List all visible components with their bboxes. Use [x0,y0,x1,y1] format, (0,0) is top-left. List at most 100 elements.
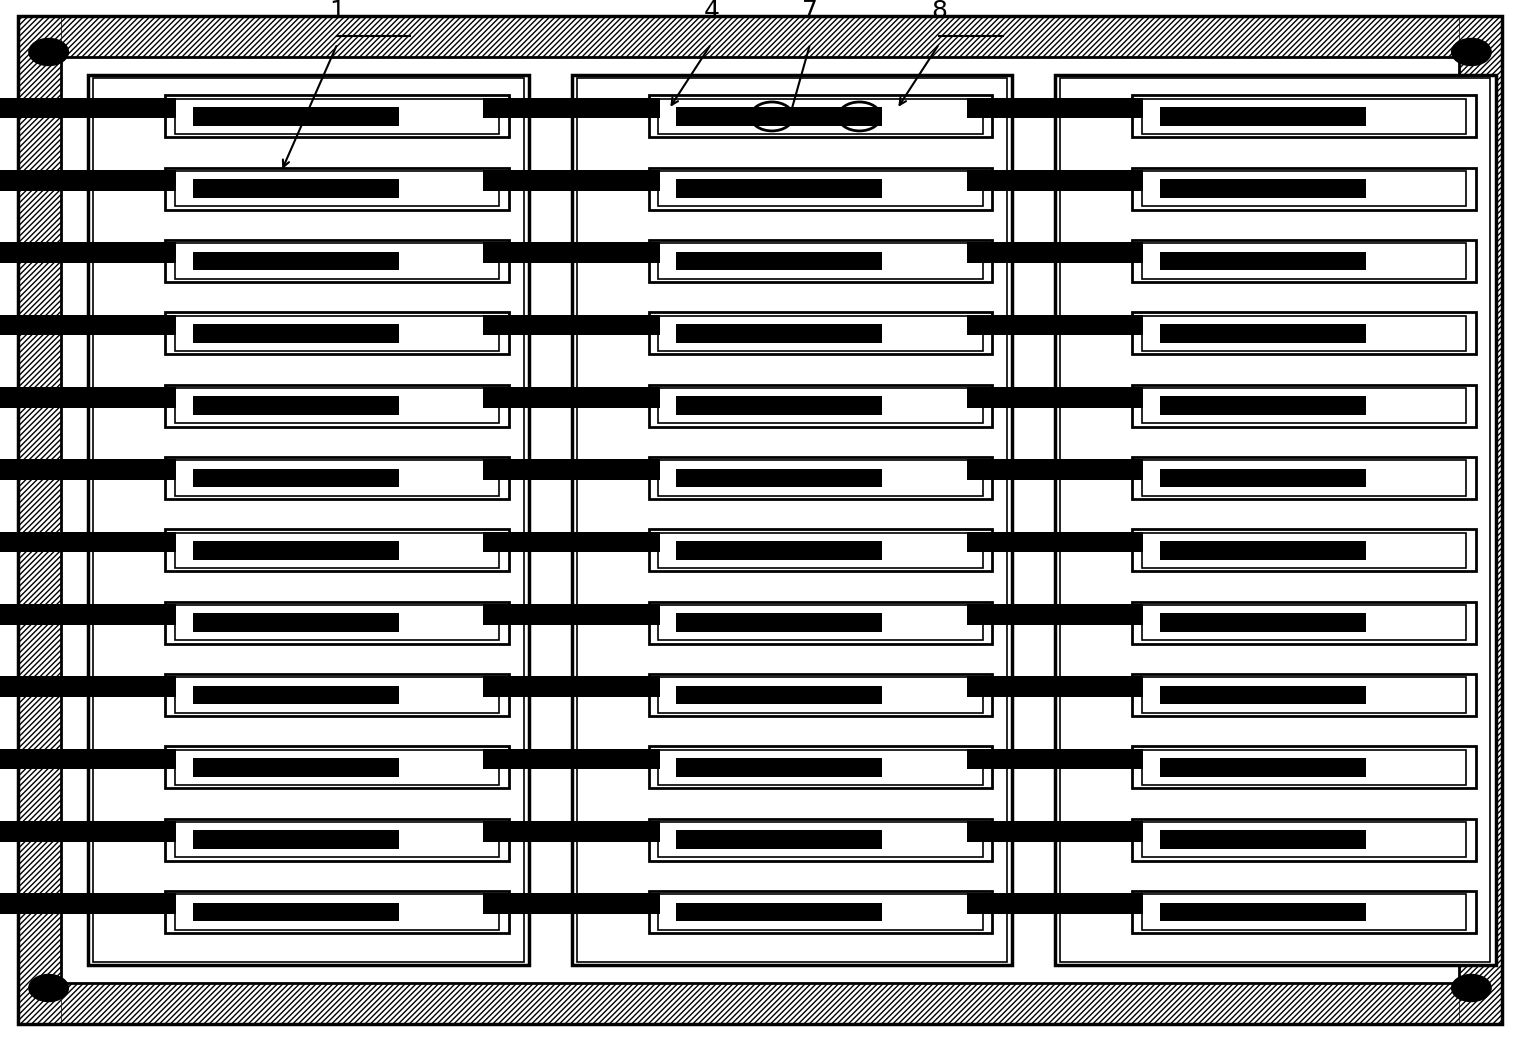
Bar [572,75,1012,965]
Bar [193,685,400,704]
Bar [175,894,500,930]
Bar [676,252,883,270]
Circle shape [29,974,68,1002]
Bar [1160,614,1366,632]
Bar [967,98,1143,119]
Text: 1: 1 [330,0,345,23]
Bar [658,894,983,930]
Bar [193,324,400,343]
Bar [676,685,883,704]
Text: 4: 4 [704,0,719,23]
Bar [1142,99,1467,134]
Bar [483,242,660,263]
Bar [18,983,1502,1024]
Bar [658,171,983,207]
Bar [175,243,500,279]
Bar [1132,747,1476,788]
Bar [93,78,524,962]
Bar [1132,674,1476,717]
Bar [175,99,500,134]
Bar [166,529,509,571]
Bar [193,107,400,126]
Bar [658,461,983,496]
Bar [649,529,993,571]
Bar [1132,818,1476,861]
Bar [1142,605,1467,641]
Bar [0,460,176,480]
Bar [1132,167,1476,210]
Bar [676,541,883,560]
Bar [175,677,500,712]
Bar [1132,458,1476,499]
Bar [967,676,1143,697]
Bar [483,170,660,190]
Bar [483,893,660,914]
Bar [658,605,983,641]
Bar [967,531,1143,552]
Bar [18,16,1502,57]
Bar [166,96,509,137]
Bar [0,821,176,841]
Bar [193,541,400,560]
Bar [483,315,660,336]
Bar [1142,677,1467,712]
Circle shape [1452,974,1491,1002]
Text: +: + [766,109,778,124]
Bar [649,818,993,861]
Bar [1055,75,1496,965]
Bar [967,749,1143,770]
Bar [967,821,1143,841]
Bar [483,676,660,697]
Bar [576,78,1008,962]
Bar [0,387,176,408]
Bar [175,532,500,568]
Bar [1459,16,1502,1024]
Bar [1132,529,1476,571]
Bar [658,243,983,279]
Bar [1160,107,1366,126]
Bar [0,315,176,336]
Bar [1142,316,1467,352]
Bar [166,167,509,210]
Bar [175,822,500,858]
Bar [1142,894,1467,930]
Bar [483,98,660,119]
Bar [658,532,983,568]
Bar [658,677,983,712]
Bar [676,180,883,199]
Bar [676,396,883,415]
Bar [0,893,176,914]
Bar [193,614,400,632]
Bar [1160,685,1366,704]
Circle shape [29,38,68,66]
Bar [61,57,1459,983]
Bar [0,531,176,552]
Bar [1142,461,1467,496]
Bar [649,747,993,788]
Bar [483,604,660,625]
Bar [1132,240,1476,282]
Bar [649,458,993,499]
Bar [166,312,509,355]
Bar [1132,96,1476,137]
Bar [166,747,509,788]
Bar [649,891,993,933]
Bar [967,893,1143,914]
Bar [1160,758,1366,777]
Bar [658,750,983,785]
Bar [1160,469,1366,488]
Text: −: − [851,107,866,126]
Bar [1142,750,1467,785]
Text: 8: 8 [932,0,947,23]
Bar [1160,830,1366,849]
Bar [88,75,529,965]
Bar [193,903,400,921]
Bar [166,458,509,499]
Bar [649,674,993,717]
Bar [166,674,509,717]
Bar [175,605,500,641]
Bar [676,107,883,126]
Bar [1160,324,1366,343]
Bar [166,602,509,644]
Bar [649,240,993,282]
